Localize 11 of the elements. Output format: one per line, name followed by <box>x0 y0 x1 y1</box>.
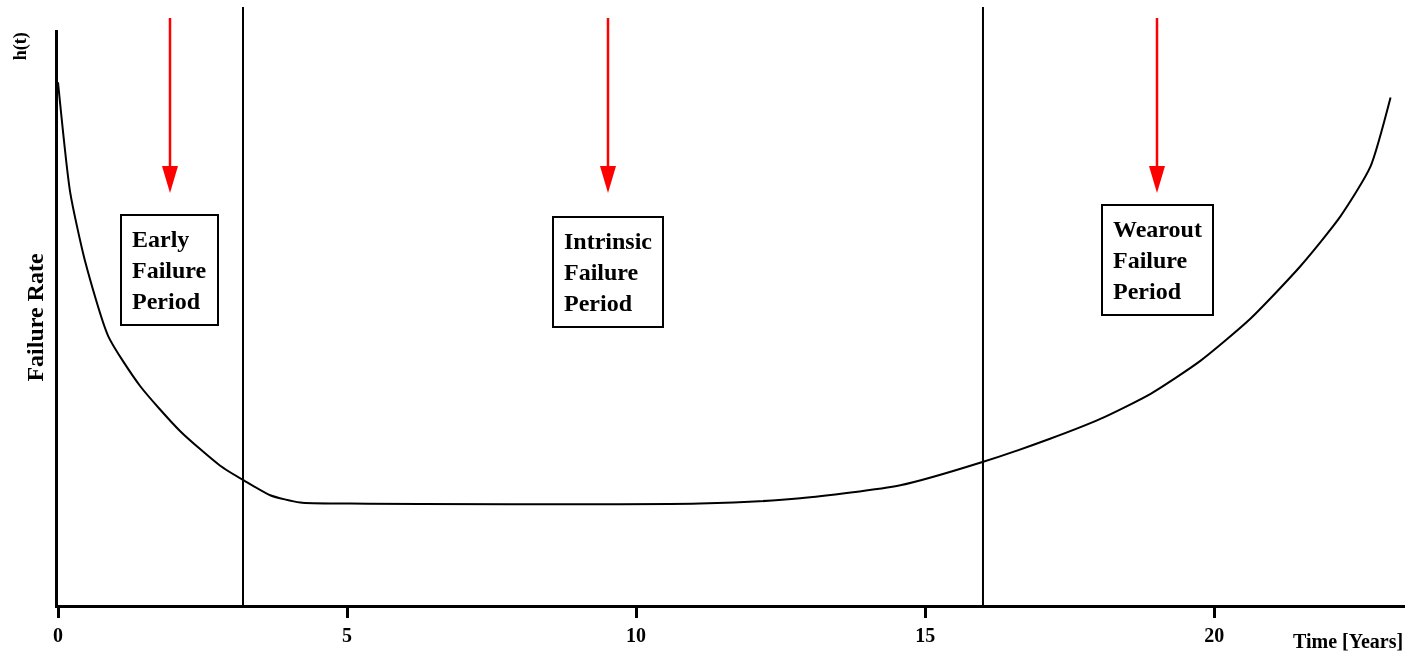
x-tick-label: 10 <box>626 624 647 646</box>
x-axis-title: Time [Years] <box>1293 630 1404 652</box>
y-axis-title: Failure Rate <box>22 253 49 382</box>
x-tick-label: 0 <box>53 624 63 646</box>
annotation: Early Failure Period <box>132 226 207 315</box>
annotation: Wearout Failure Period <box>1113 216 1202 305</box>
annotation: Intrinsic Failure Period <box>564 228 653 317</box>
x-tick-label: 15 <box>915 624 936 646</box>
x-tick-label: 5 <box>342 624 353 646</box>
x-tick-label: 20 <box>1204 624 1225 646</box>
text: h(t) <box>10 32 32 61</box>
